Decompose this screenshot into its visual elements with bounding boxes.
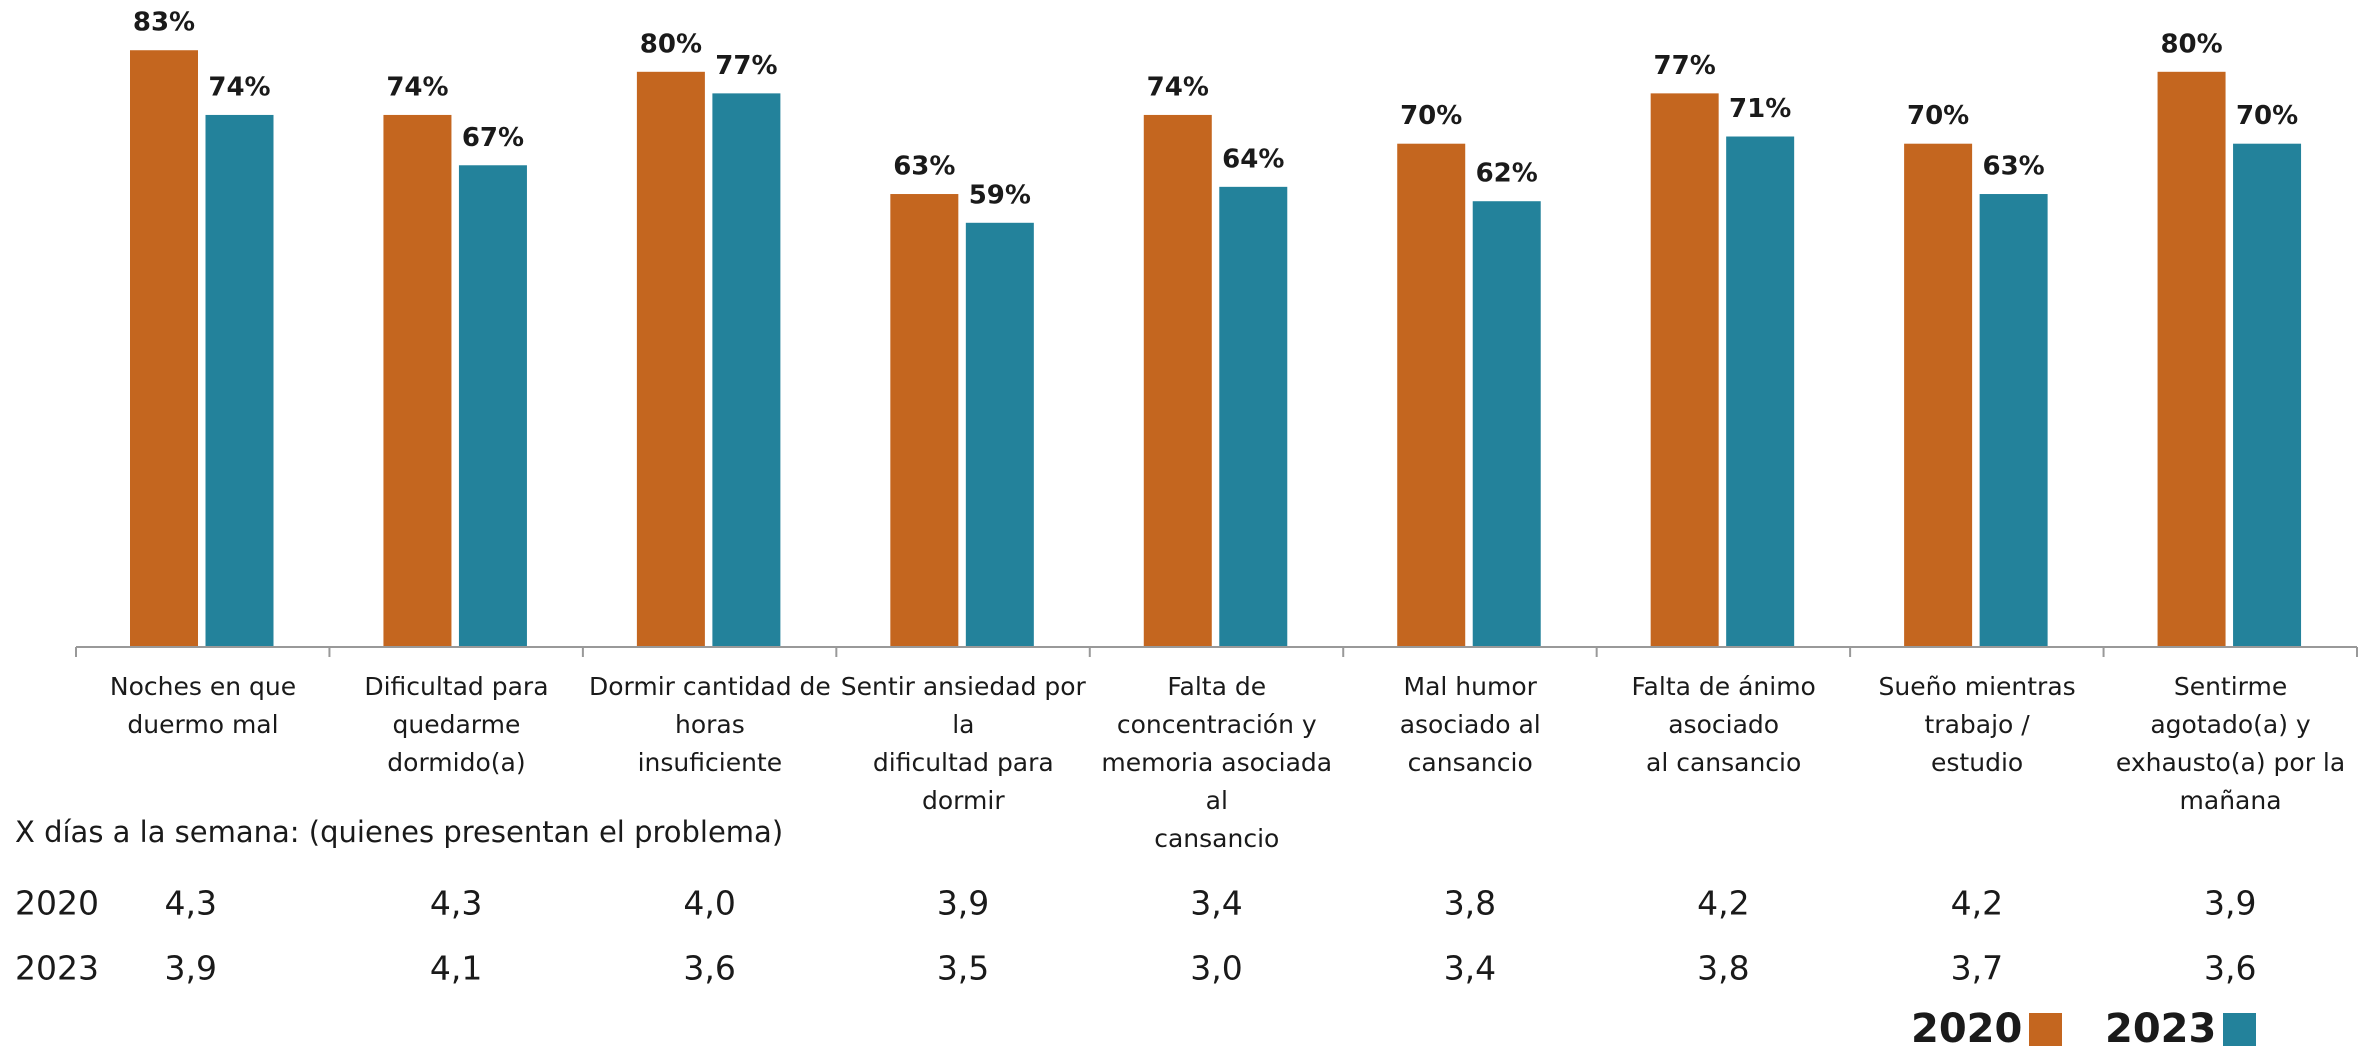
bar — [1143, 114, 1212, 647]
table-cell: 4,0 — [683, 884, 735, 923]
row-label: 2023 — [15, 949, 99, 988]
table-cell: 3,4 — [1190, 884, 1242, 923]
value-label: 63% — [1982, 152, 2044, 182]
value-label: 83% — [133, 8, 195, 38]
value-label: 67% — [462, 123, 524, 153]
value-label: 70% — [1400, 101, 1462, 131]
table-cell: 3,9 — [937, 884, 989, 923]
bar — [383, 114, 452, 647]
value-label: 70% — [1907, 101, 1969, 131]
value-label: 74% — [386, 72, 448, 102]
table-cell: 4,1 — [430, 949, 482, 988]
bar — [712, 93, 781, 648]
value-label: 71% — [1729, 94, 1791, 124]
value-label: 80% — [2160, 29, 2222, 59]
row-label: 2020 — [15, 884, 99, 923]
value-label: 70% — [2236, 101, 2298, 131]
value-label: 74% — [208, 72, 270, 102]
table-cell: 3,7 — [1951, 949, 2003, 988]
table-cell: 4,2 — [1951, 884, 2003, 923]
x-tick-label: Dormir cantidad de horas insuficiente — [588, 672, 831, 777]
x-tick-label: Sentirme agotado(a) y exhausto(a) por la… — [2115, 672, 2346, 815]
value-label: 63% — [893, 152, 955, 182]
x-tick-label: Noches en que duermo mal — [109, 672, 297, 739]
legend-label: 2023 — [2105, 1006, 2216, 1050]
value-label: 64% — [1222, 144, 1284, 174]
bar — [1472, 201, 1541, 647]
value-label: 62% — [1476, 159, 1538, 189]
value-label: 80% — [640, 29, 702, 59]
table-cell: 3,8 — [1444, 884, 1496, 923]
bar — [1979, 194, 2048, 647]
bar — [1397, 143, 1466, 647]
table-cell: 3,6 — [2204, 949, 2256, 988]
x-tick-label: Mal humor asociado al cansancio — [1399, 672, 1541, 777]
bar — [130, 50, 198, 648]
table-cell: 3,9 — [2204, 884, 2256, 923]
value-label: 77% — [715, 51, 777, 81]
bar — [965, 222, 1034, 648]
value-label: 59% — [969, 180, 1031, 210]
bar — [2157, 71, 2226, 648]
legend-swatch — [2223, 1013, 2256, 1046]
bar — [1726, 136, 1795, 647]
table-cell: 3,5 — [937, 949, 989, 988]
value-label: 77% — [1654, 51, 1716, 81]
x-tick-label: Sentir ansiedad por la dificultad para d… — [840, 672, 1086, 815]
bar — [1219, 186, 1288, 647]
bar — [636, 71, 705, 648]
table-cell: 3,4 — [1444, 949, 1496, 988]
bar — [1904, 143, 1973, 647]
x-tick-label: Falta de ánimo asociado al cansancio — [1631, 672, 1816, 777]
value-label: 74% — [1147, 72, 1209, 102]
legend-label: 2020 — [1911, 1006, 2022, 1050]
bar — [1650, 93, 1719, 648]
table-cell: 3,6 — [683, 949, 735, 988]
x-tick-label: Dificultad para quedarme dormido(a) — [364, 672, 549, 777]
table-cell: 4,2 — [1697, 884, 1749, 923]
bar — [458, 165, 527, 647]
bar — [2233, 143, 2302, 647]
table-title: X días a la semana: (quienes presentan e… — [15, 815, 783, 849]
x-tick-label: Sueño mientras trabajo / estudio — [1878, 672, 2076, 777]
x-tick-label: Falta de concentración y memoria asociad… — [1101, 672, 1333, 853]
table-cell: 4,3 — [164, 884, 216, 923]
table-cell: 3,8 — [1697, 949, 1749, 988]
bar — [205, 114, 274, 647]
table-cell: 4,3 — [430, 884, 482, 923]
legend-swatch — [2029, 1013, 2062, 1046]
table-cell: 3,0 — [1190, 949, 1242, 988]
table-cell: 3,9 — [164, 949, 216, 988]
bar — [890, 194, 959, 647]
